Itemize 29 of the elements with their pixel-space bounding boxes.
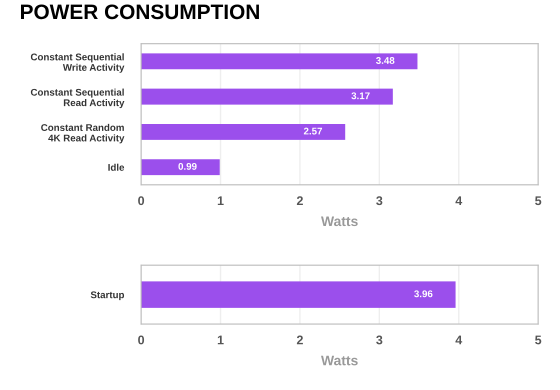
x-tick-label: 5 bbox=[535, 196, 542, 206]
y-tick-label: Constant Sequential Read Activity bbox=[30, 88, 124, 108]
bar bbox=[141, 124, 346, 140]
x-tick-label: 1 bbox=[218, 336, 224, 344]
data-label: 3.17 bbox=[351, 92, 370, 100]
x-axis-title: Watts bbox=[321, 216, 358, 226]
x-tick-label: 4 bbox=[455, 336, 462, 344]
data-label: 3.48 bbox=[376, 57, 394, 64]
x-tick-label: 0 bbox=[138, 196, 144, 206]
x-tick-label: 1 bbox=[218, 196, 224, 206]
bar bbox=[141, 53, 418, 70]
chart-title: POWER CONSUMPTION bbox=[20, 4, 259, 20]
data-label: 3.96 bbox=[414, 290, 432, 298]
y-tick-label: Startup bbox=[90, 291, 124, 300]
x-tick-label: 2 bbox=[296, 196, 303, 206]
x-tick-label: 2 bbox=[296, 336, 303, 344]
y-tick-label: Idle bbox=[108, 164, 124, 171]
data-label: 2.57 bbox=[304, 128, 322, 135]
data-label: 0.99 bbox=[178, 162, 197, 170]
x-tick-label: 0 bbox=[138, 336, 144, 344]
bar bbox=[141, 159, 220, 176]
y-tick-label: Constant Sequential Write Activity bbox=[30, 53, 124, 73]
x-axis-title: Watts bbox=[321, 356, 358, 366]
x-tick-label: 4 bbox=[455, 196, 462, 206]
x-tick-label: 3 bbox=[376, 336, 382, 344]
x-tick-label: 3 bbox=[376, 196, 382, 206]
x-tick-label: 5 bbox=[535, 336, 542, 344]
y-tick-label: Constant Random 4K Read Activity bbox=[41, 124, 124, 144]
bar bbox=[141, 88, 393, 105]
